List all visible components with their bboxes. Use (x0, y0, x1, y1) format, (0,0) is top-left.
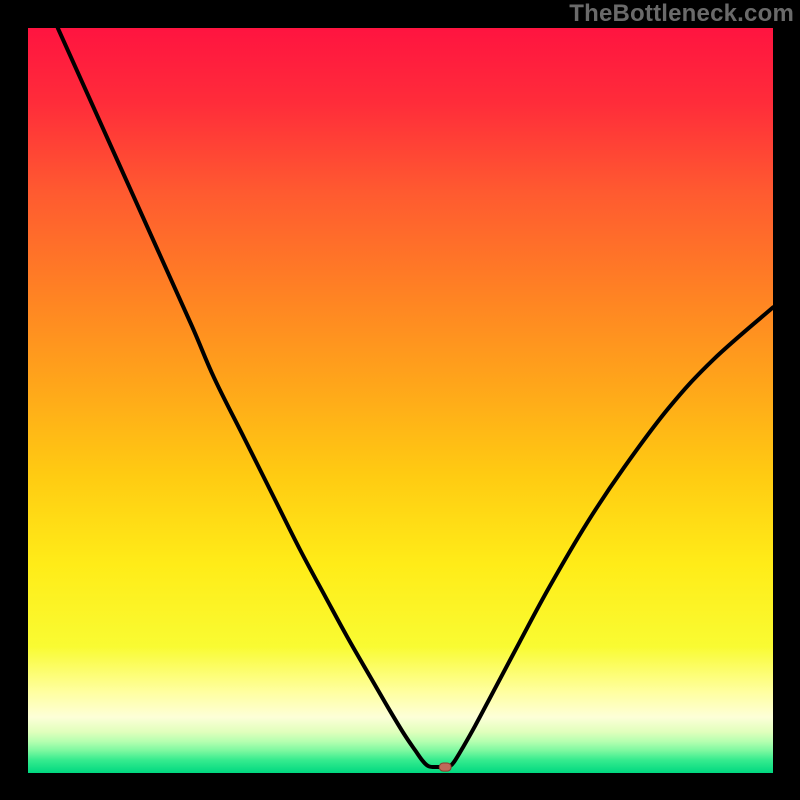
plot-area (28, 28, 773, 773)
gradient-background (28, 28, 773, 773)
watermark-text: TheBottleneck.com (569, 0, 794, 28)
chart-container: { "watermark": { "text": "TheBottleneck.… (0, 0, 800, 800)
chart-svg (28, 28, 773, 773)
optimal-point-marker (439, 763, 451, 771)
